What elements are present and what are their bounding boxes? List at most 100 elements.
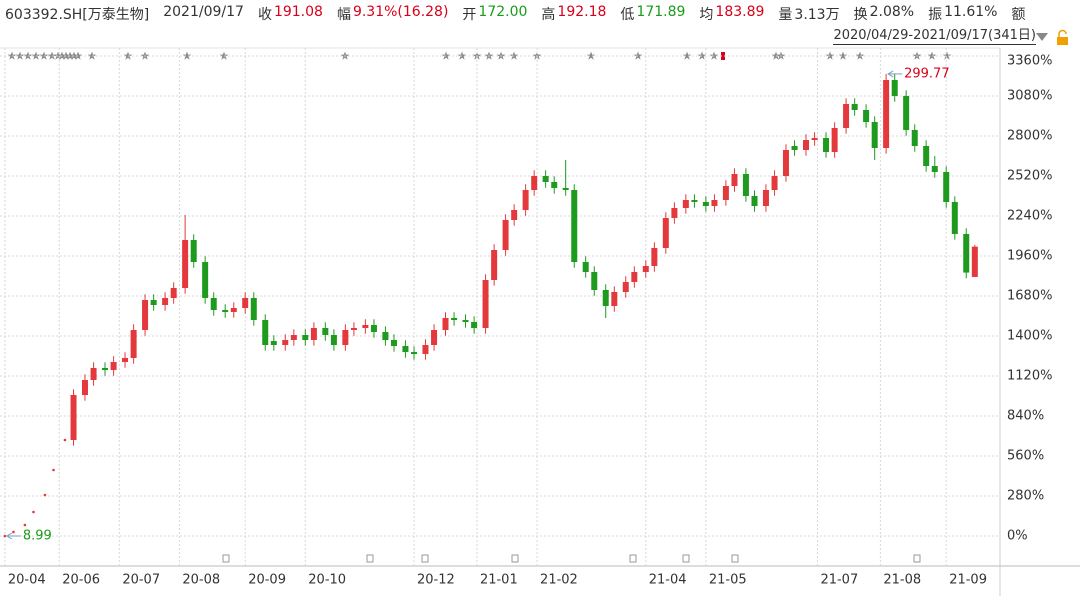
- candle-body: [382, 332, 389, 340]
- candle-body: [310, 328, 317, 340]
- y-tick-label: 2520%: [1007, 169, 1052, 184]
- event-star: [838, 51, 848, 60]
- candle-body: [491, 250, 498, 280]
- candle-body: [542, 176, 549, 182]
- candle-body: [431, 330, 438, 345]
- candle-body: [903, 96, 910, 130]
- range-dropdown[interactable]: [1036, 33, 1048, 41]
- candle-body: [250, 298, 257, 320]
- annotation-arrowhead: [887, 70, 894, 78]
- field-value: 172.00: [478, 4, 528, 20]
- rights-marker: [629, 554, 637, 563]
- date-range[interactable]: 2020/04/29-2021/09/17(341日): [833, 28, 1036, 45]
- y-tick-label: 0%: [1007, 529, 1028, 544]
- lock-icon[interactable]: [1057, 29, 1068, 46]
- field-label: 收: [257, 7, 272, 23]
- candle-dot: [3, 534, 7, 538]
- field-label: 额: [1011, 7, 1026, 23]
- field-label: 振: [928, 7, 943, 23]
- candle-body: [811, 138, 818, 140]
- candle-body: [611, 292, 618, 306]
- x-tick-label: 20-09: [248, 573, 286, 588]
- candle-body: [943, 172, 950, 202]
- candle-body: [742, 174, 749, 196]
- candle-body: [551, 182, 558, 188]
- symbol: 603392.SH[万泰生物]: [5, 7, 150, 23]
- candle-body: [531, 176, 538, 190]
- x-tick-label: 21-09: [949, 573, 987, 588]
- candle-body: [582, 262, 589, 272]
- candle-body: [602, 290, 609, 306]
- y-tick-label: 2240%: [1007, 209, 1052, 224]
- candle-body: [482, 280, 489, 328]
- candle-body: [923, 146, 930, 166]
- candle-body: [370, 325, 377, 332]
- field-label: 换: [853, 7, 868, 23]
- candle-body: [771, 176, 778, 190]
- candle-body: [731, 174, 738, 186]
- candle-body: [162, 298, 169, 305]
- candle-body: [863, 110, 870, 122]
- x-tick-label: 20-04: [8, 573, 46, 588]
- candle-body: [511, 210, 518, 220]
- field-label: 低: [620, 7, 635, 23]
- candle-body: [562, 188, 569, 190]
- candle-body: [691, 200, 698, 202]
- field-label: 量: [778, 7, 793, 23]
- candle-body: [782, 150, 789, 176]
- candle-body: [170, 288, 177, 298]
- candle-body: [451, 318, 458, 320]
- field-value: 11.61%: [944, 4, 998, 20]
- x-tick-label: 21-01: [480, 573, 518, 588]
- candle-body: [931, 166, 938, 172]
- candle-body: [290, 335, 297, 340]
- candle-body: [843, 104, 850, 128]
- candle-body: [190, 240, 197, 262]
- candle-body: [342, 330, 349, 345]
- field-value: 3.13万: [794, 7, 840, 23]
- candle-body: [891, 80, 898, 96]
- candle-body: [571, 190, 578, 262]
- candle-body: [631, 272, 638, 282]
- field-value: 9.31%(16.28): [352, 4, 449, 20]
- candle-body: [622, 282, 629, 292]
- candle-body: [751, 196, 758, 206]
- y-tick-label: 1680%: [1007, 289, 1052, 304]
- candle-body: [102, 368, 109, 370]
- candle-body: [130, 330, 137, 358]
- candle-body: [402, 346, 409, 352]
- candle-dot: [52, 468, 55, 472]
- candle-body: [651, 248, 658, 266]
- candle-dot: [23, 523, 27, 527]
- field-label: 均: [699, 7, 714, 23]
- candle-body: [122, 358, 129, 362]
- rights-marker: [511, 554, 519, 563]
- candle-body: [502, 220, 509, 250]
- candle-body: [142, 300, 149, 330]
- y-tick-label: 840%: [1007, 409, 1044, 424]
- candle-dot: [43, 493, 47, 497]
- y-tick-label: 2800%: [1007, 129, 1052, 144]
- x-tick-label: 20-10: [308, 573, 346, 588]
- quote-header: 603392.SH[万泰生物] 2021/09/17 收 191.08 幅 9.31%(1…: [5, 4, 1080, 26]
- y-tick-label: 280%: [1007, 489, 1044, 504]
- candle-body: [202, 262, 209, 298]
- y-tick-label: 3080%: [1007, 89, 1052, 104]
- field-value: 183.89: [715, 4, 765, 20]
- candle-body: [823, 138, 830, 152]
- candle-body: [591, 272, 598, 290]
- annotation-label: 8.99: [23, 529, 52, 544]
- event-star: [682, 51, 692, 60]
- field-value: 191.08: [273, 4, 323, 20]
- candle-body: [722, 186, 729, 200]
- x-tick-label: 20-07: [122, 573, 160, 588]
- candle-dot: [32, 510, 35, 514]
- candle-body: [70, 395, 77, 440]
- rights-marker: [731, 554, 739, 563]
- candle-body: [81, 380, 88, 395]
- candle-body: [662, 218, 669, 248]
- candle-body: [282, 340, 289, 345]
- candle-body: [851, 104, 858, 110]
